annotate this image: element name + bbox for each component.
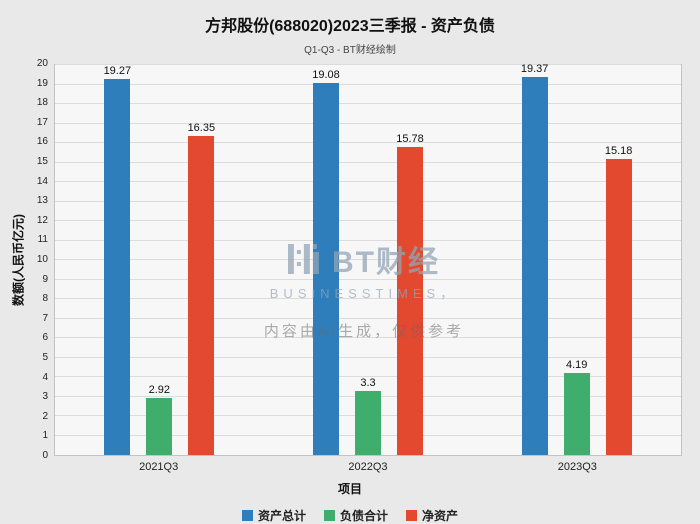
bar — [146, 398, 173, 455]
bar-value-label: 19.27 — [103, 65, 132, 78]
bar-value-label: 19.08 — [312, 68, 340, 81]
bar — [313, 82, 339, 455]
gridline — [55, 239, 681, 241]
y-tick-label: 17 — [36, 116, 48, 128]
gridline — [55, 181, 681, 182]
legend-swatch — [406, 510, 417, 521]
gridline — [55, 200, 681, 202]
gridline — [55, 356, 681, 358]
y-tick-label: 8 — [42, 293, 48, 305]
y-tick-label: 1 — [42, 430, 48, 442]
legend-item: 资产总计 — [241, 507, 306, 524]
x-tick-label: 2021Q3 — [139, 461, 179, 473]
y-tick-label: 19 — [36, 77, 48, 89]
legend-label: 资产总计 — [257, 509, 306, 523]
y-tick-label: 3 — [42, 391, 48, 403]
y-tick-label: 5 — [42, 352, 48, 363]
gridline — [55, 142, 681, 143]
gridline — [55, 259, 681, 260]
y-tick-label: 11 — [37, 234, 48, 246]
y-axis-ticks: 0 1 2 3 4 5 6 7 8 9 10 11 12 13 14 15 16 17 18 19 20 — [28, 59, 54, 461]
gridline — [55, 376, 681, 377]
x-axis-ticks: 2021Q3 2022Q3 2023Q3 — [54, 461, 682, 473]
bar — [605, 159, 632, 455]
y-tick-label: 20 — [36, 58, 48, 69]
y-axis-label-column: 数额(人民币亿元) — [8, 64, 28, 456]
chart-body: 数额(人民币亿元) 0 1 2 3 4 5 6 7 8 9 10 11 12 13 14 15 16 17 18 19… — [8, 59, 682, 461]
gridline — [55, 64, 681, 65]
bar-value-label: 4.19 — [565, 359, 588, 372]
bar-value-label: 19.37 — [520, 63, 549, 76]
y-tick-label: 9 — [42, 273, 48, 285]
y-tick-label: 12 — [36, 214, 48, 226]
y-axis-label: 数额(人民币亿元) — [11, 214, 26, 306]
legend-label: 净资产 — [422, 509, 459, 523]
y-tick-label: 16 — [36, 136, 48, 148]
watermark: BT财经 BUSINESSTIMES， 内容由AI生成，仅供参考 — [264, 237, 464, 341]
bar — [397, 147, 423, 455]
gridline — [55, 83, 681, 85]
gridline — [55, 220, 681, 221]
y-tick-label: 2 — [42, 410, 48, 422]
y-tick-label: 4 — [42, 371, 48, 383]
legend-item: 净资产 — [406, 507, 458, 524]
chart-title: 方邦股份(688020)2023三季报 - 资产负债 — [205, 18, 495, 35]
gridline — [55, 317, 681, 319]
y-tick-label: 15 — [36, 156, 48, 167]
x-axis-label: 项目 — [337, 482, 362, 496]
bar — [104, 79, 131, 455]
y-tick-label: 7 — [42, 312, 48, 324]
legend-item: 负债合计 — [323, 507, 388, 524]
y-tick-label: 13 — [36, 195, 48, 207]
bar-value-label: 2.92 — [148, 384, 171, 397]
bar — [188, 136, 215, 455]
legend-swatch — [241, 510, 253, 521]
bar-value-label: 16.35 — [187, 122, 216, 135]
y-tick-label: 18 — [36, 97, 48, 109]
bar — [355, 390, 381, 455]
legend-label: 负债合计 — [339, 509, 388, 523]
gridline — [55, 278, 681, 280]
gridline — [55, 103, 681, 104]
plot-area: BT财经 BUSINESSTIMES， 内容由AI生成，仅供参考 19.27 2.… — [54, 63, 682, 456]
gridline — [55, 161, 681, 163]
gridline — [55, 298, 681, 299]
y-tick-label: 0 — [42, 450, 48, 461]
legend: 资产总计 负债合计 净资产 — [0, 507, 700, 524]
gridline — [55, 122, 681, 124]
y-tick-label: 6 — [42, 332, 48, 344]
bar-value-label: 3.3 — [360, 376, 376, 389]
gridline — [55, 337, 681, 338]
bar — [563, 373, 590, 455]
chart-subtitle: Q1-Q3 - BT财经绘制 — [304, 45, 396, 56]
x-tick-label: 2022Q3 — [348, 461, 388, 473]
legend-swatch — [323, 510, 335, 521]
bar — [521, 77, 548, 455]
bar-value-label: 15.78 — [396, 133, 424, 146]
bar-value-label: 15.18 — [604, 145, 633, 157]
y-tick-label: 14 — [36, 175, 48, 187]
x-tick-label: 2023Q3 — [557, 461, 597, 473]
y-tick-label: 10 — [36, 254, 48, 265]
